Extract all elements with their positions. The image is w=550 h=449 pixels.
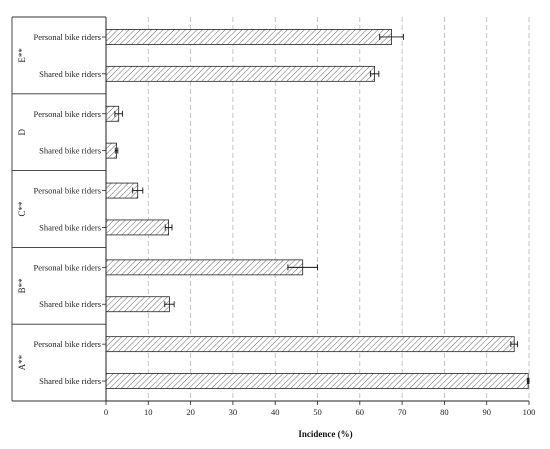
x-tick-label: 50 [313,407,322,417]
category-label: Personal bike riders [33,109,101,119]
category-label: Shared bike riders [39,69,101,79]
category-label: Personal bike riders [33,262,101,272]
x-tick-label: 90 [482,407,491,417]
category-label: Personal bike riders [33,32,101,42]
group-label: E** [17,48,27,63]
x-tick-label: 10 [144,407,153,417]
x-tick-label: 40 [271,407,280,417]
bar [105,29,392,45]
group-label: B** [17,278,27,294]
category-label: Shared bike riders [39,376,101,386]
x-tick-label: 70 [398,407,407,417]
bar [105,336,515,353]
bar [105,296,170,313]
category-label: Shared bike riders [39,146,101,156]
x-tick-label: 80 [440,407,449,417]
bar [105,65,376,82]
x-tick-label: 0 [104,407,108,417]
x-tick-label: 60 [356,407,365,417]
x-tick-label: 30 [229,407,238,417]
category-label: Personal bike riders [33,186,101,196]
bar [105,373,529,389]
x-axis: 0 10 20 30 40 50 60 70 80 90 100 [102,17,535,417]
group-label: C** [17,201,27,217]
category-frame: E** Personal bike riders Shared bike rider… [11,16,106,402]
group-label: A** [17,354,27,370]
x-axis-title: Incidence (%) [298,429,352,439]
group-label: D [17,128,27,135]
x-tick-label: 20 [186,407,195,417]
bar [105,219,170,236]
bar [105,259,304,276]
category-label: Shared bike riders [39,299,101,309]
category-label: Shared bike riders [39,222,101,232]
x-tick-label: 100 [523,407,536,417]
category-label: Personal bike riders [33,339,101,349]
bars [105,29,530,389]
